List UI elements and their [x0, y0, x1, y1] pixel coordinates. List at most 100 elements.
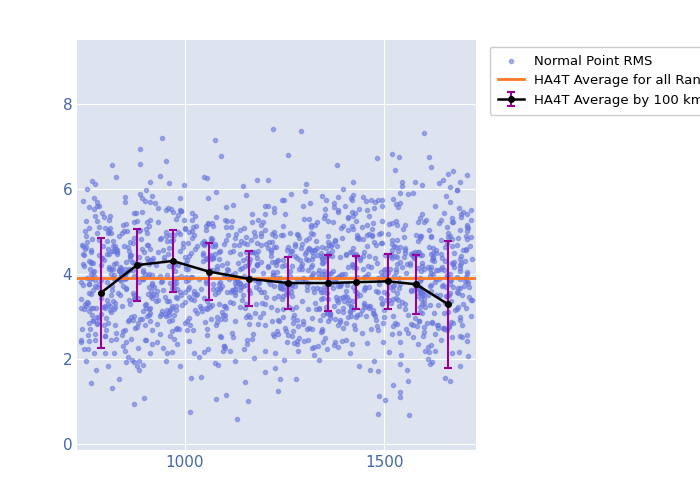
Normal Point RMS — [218, 272, 229, 280]
Normal Point RMS — [391, 265, 402, 273]
Normal Point RMS — [444, 198, 456, 206]
Normal Point RMS — [347, 262, 358, 270]
Normal Point RMS — [298, 215, 309, 223]
Normal Point RMS — [443, 323, 454, 331]
Normal Point RMS — [169, 266, 180, 274]
Normal Point RMS — [262, 277, 273, 285]
Normal Point RMS — [182, 276, 193, 283]
Normal Point RMS — [312, 244, 323, 252]
Normal Point RMS — [389, 166, 400, 173]
Normal Point RMS — [225, 274, 236, 281]
Normal Point RMS — [322, 308, 333, 316]
Normal Point RMS — [297, 296, 308, 304]
Normal Point RMS — [184, 282, 195, 290]
Normal Point RMS — [105, 270, 116, 278]
Normal Point RMS — [279, 324, 290, 332]
Normal Point RMS — [206, 242, 218, 250]
Normal Point RMS — [463, 278, 474, 286]
Normal Point RMS — [306, 314, 317, 322]
Normal Point RMS — [391, 268, 402, 276]
Normal Point RMS — [88, 286, 99, 294]
Normal Point RMS — [312, 251, 323, 259]
Normal Point RMS — [146, 287, 157, 295]
Normal Point RMS — [300, 250, 311, 258]
Normal Point RMS — [410, 314, 421, 322]
Normal Point RMS — [174, 325, 185, 333]
Normal Point RMS — [126, 258, 137, 266]
Normal Point RMS — [144, 317, 155, 325]
Normal Point RMS — [426, 263, 437, 271]
Normal Point RMS — [437, 254, 448, 262]
Normal Point RMS — [195, 284, 206, 292]
Normal Point RMS — [452, 305, 463, 313]
Normal Point RMS — [78, 252, 90, 260]
Normal Point RMS — [181, 317, 193, 325]
Normal Point RMS — [408, 252, 419, 260]
Normal Point RMS — [80, 356, 92, 364]
Normal Point RMS — [167, 304, 178, 312]
Normal Point RMS — [226, 271, 237, 279]
Normal Point RMS — [215, 332, 226, 340]
Normal Point RMS — [216, 282, 228, 290]
Normal Point RMS — [239, 304, 250, 312]
Normal Point RMS — [241, 312, 252, 320]
Normal Point RMS — [412, 322, 423, 330]
Normal Point RMS — [282, 152, 293, 160]
Normal Point RMS — [158, 246, 169, 254]
Normal Point RMS — [146, 326, 158, 334]
Normal Point RMS — [413, 248, 424, 256]
Normal Point RMS — [167, 236, 178, 244]
Normal Point RMS — [164, 231, 176, 239]
Normal Point RMS — [340, 270, 351, 278]
Normal Point RMS — [379, 312, 390, 320]
Normal Point RMS — [82, 274, 93, 282]
Normal Point RMS — [322, 251, 333, 259]
Normal Point RMS — [145, 198, 156, 206]
Normal Point RMS — [97, 302, 108, 310]
Normal Point RMS — [363, 302, 374, 310]
Normal Point RMS — [368, 219, 379, 227]
Normal Point RMS — [211, 212, 222, 220]
Normal Point RMS — [432, 266, 443, 274]
Normal Point RMS — [361, 206, 372, 214]
Normal Point RMS — [347, 224, 358, 232]
Normal Point RMS — [345, 302, 356, 310]
Normal Point RMS — [239, 378, 251, 386]
Normal Point RMS — [350, 264, 361, 272]
Normal Point RMS — [414, 290, 426, 298]
Normal Point RMS — [183, 239, 194, 247]
Normal Point RMS — [225, 248, 236, 256]
Normal Point RMS — [415, 284, 426, 292]
Normal Point RMS — [112, 248, 123, 256]
Normal Point RMS — [322, 238, 333, 246]
Normal Point RMS — [415, 308, 426, 316]
Normal Point RMS — [136, 316, 148, 324]
Normal Point RMS — [357, 252, 368, 260]
Normal Point RMS — [461, 274, 472, 281]
Normal Point RMS — [382, 230, 393, 238]
Normal Point RMS — [316, 288, 327, 296]
Normal Point RMS — [410, 283, 421, 291]
Normal Point RMS — [209, 136, 220, 144]
Normal Point RMS — [241, 240, 253, 248]
Normal Point RMS — [444, 378, 456, 386]
Normal Point RMS — [337, 222, 349, 230]
Normal Point RMS — [316, 255, 328, 263]
Normal Point RMS — [206, 301, 218, 309]
Normal Point RMS — [82, 345, 93, 353]
Normal Point RMS — [422, 263, 433, 271]
Normal Point RMS — [165, 204, 176, 212]
Normal Point RMS — [237, 256, 248, 264]
Normal Point RMS — [183, 252, 194, 260]
Normal Point RMS — [461, 337, 472, 345]
Normal Point RMS — [463, 224, 474, 232]
Normal Point RMS — [218, 348, 229, 356]
Normal Point RMS — [202, 305, 213, 313]
Normal Point RMS — [347, 178, 358, 186]
Normal Point RMS — [103, 262, 114, 270]
Normal Point RMS — [162, 350, 173, 358]
Normal Point RMS — [298, 317, 309, 325]
Normal Point RMS — [118, 328, 129, 336]
Normal Point RMS — [367, 231, 378, 239]
Normal Point RMS — [402, 260, 413, 268]
